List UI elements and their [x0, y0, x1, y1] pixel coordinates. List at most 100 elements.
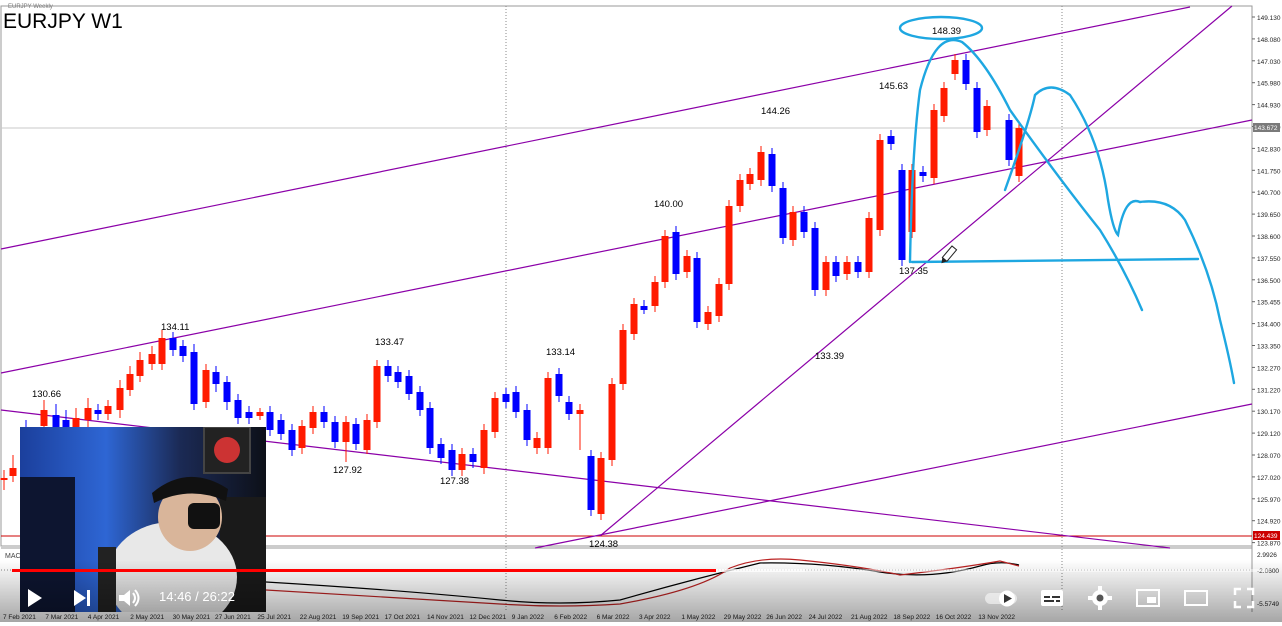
- candle-body: [298, 426, 306, 448]
- candle-body: [983, 106, 991, 130]
- miniplayer-icon: [1136, 589, 1160, 607]
- progress-bar[interactable]: [12, 569, 1270, 572]
- swing-label: 127.92: [333, 465, 362, 476]
- freehand-stroke: [910, 257, 1200, 264]
- presenter-video-frame: [20, 427, 266, 612]
- swing-label: 133.14: [546, 347, 575, 358]
- candle-body: [533, 438, 541, 448]
- candle-body: [736, 180, 744, 206]
- time-display: 14:46 / 26:22: [159, 589, 235, 604]
- pencil-cursor-icon: [941, 245, 958, 264]
- volume-button[interactable]: [111, 582, 147, 614]
- candle-body: [277, 420, 285, 434]
- volume-icon: [119, 589, 140, 607]
- candle-body: [640, 306, 648, 310]
- date-scale-label: 16 Oct 2022: [936, 614, 972, 621]
- duration: 26:22: [202, 589, 235, 604]
- current-price-value: 143.672: [1254, 125, 1278, 132]
- play-button[interactable]: [16, 582, 52, 614]
- swing-label: 130.66: [32, 389, 61, 400]
- candle-body: [502, 394, 510, 402]
- candle-body: [661, 236, 669, 282]
- price-scale-label: 135.455: [1257, 300, 1281, 307]
- candle-body: [887, 136, 895, 144]
- swing-label: 144.26: [761, 106, 790, 117]
- candle-body: [693, 258, 701, 322]
- freehand-stroke: [908, 38, 1144, 312]
- swing-label: 148.39: [932, 26, 961, 37]
- candle-body: [384, 366, 392, 376]
- swing-label: 137.35: [899, 266, 928, 277]
- candle-body: [651, 282, 659, 306]
- date-scale-label: 14 Nov 2021: [427, 614, 464, 621]
- date-scale-label: 7 Mar 2021: [45, 614, 78, 621]
- candle-body: [266, 412, 274, 430]
- price-scale-label: 125.970: [1257, 497, 1281, 504]
- macd-scale-label: -5.5749: [1257, 601, 1279, 608]
- subtitles-icon: [1041, 590, 1063, 606]
- price-scale-label: 139.650: [1257, 212, 1281, 219]
- candle-body: [331, 422, 339, 442]
- play-icon: [28, 589, 42, 607]
- date-scale-label: 6 Mar 2022: [597, 614, 630, 621]
- next-button[interactable]: [64, 582, 100, 614]
- candle-body: [683, 256, 691, 272]
- candle-body: [822, 262, 830, 290]
- price-scale-label: 123.870: [1257, 541, 1281, 548]
- price-scale-label: 148.080: [1257, 37, 1281, 44]
- swing-label: 133.47: [375, 337, 404, 348]
- candle-body: [962, 60, 970, 84]
- price-scale-label: 134.400: [1257, 322, 1281, 329]
- candle-body: [426, 408, 434, 448]
- candle-body: [930, 110, 938, 178]
- support-price-badge: 124.439: [1253, 531, 1280, 540]
- candle-body: [158, 338, 166, 364]
- date-scale-label: 2 May 2021: [130, 614, 164, 621]
- candle-body: [469, 454, 477, 462]
- progress-played: [12, 569, 717, 572]
- candle-body: [1005, 120, 1013, 160]
- candle-body: [597, 458, 605, 514]
- date-scale-label: 1 May 2022: [681, 614, 715, 621]
- current-time: 14:46: [159, 589, 192, 604]
- settings-button[interactable]: [1082, 582, 1118, 614]
- settings-icon: [1088, 586, 1112, 610]
- price-scale-label: 131.220: [1257, 387, 1281, 394]
- candle-body: [832, 262, 840, 276]
- theater-button[interactable]: [1178, 582, 1214, 614]
- candle-body: [309, 412, 317, 428]
- candle-body: [437, 444, 445, 458]
- autoplay-toggle-icon: [985, 590, 1017, 607]
- fullscreen-button[interactable]: [1226, 582, 1262, 614]
- price-scale-label: 149.130: [1257, 15, 1281, 22]
- swing-point-labels: 130.66 134.11 127.92 133.47 127.38 133.14 124.…: [32, 26, 961, 550]
- theater-icon: [1184, 590, 1208, 606]
- candle-body: [876, 140, 884, 230]
- candle-body: [320, 412, 328, 422]
- price-scale-label: 130.170: [1257, 409, 1281, 416]
- candle-body: [865, 218, 873, 272]
- price-scale-label: 129.120: [1257, 431, 1281, 438]
- price-scale-label: 147.030: [1257, 59, 1281, 66]
- candle-body: [245, 412, 253, 418]
- trend-lines: [0, 5, 1253, 549]
- date-scale-label: 29 May 2022: [724, 614, 762, 621]
- date-scale-label: 25 Jul 2021: [257, 614, 291, 621]
- miniplayer-button[interactable]: [1130, 582, 1166, 614]
- candle-body: [919, 172, 927, 176]
- price-scale-label: 133.350: [1257, 344, 1281, 351]
- next-icon: [74, 590, 90, 606]
- candle-body: [212, 372, 220, 384]
- price-scale: 149.130148.080147.030145.980144.930143.8…: [1252, 15, 1281, 608]
- support-price-value: 124.439: [1254, 533, 1278, 540]
- candle-body: [576, 410, 584, 414]
- candle-body: [843, 262, 851, 274]
- macd-indicator: MACD: [1, 553, 1252, 607]
- autoplay-toggle[interactable]: [982, 582, 1022, 614]
- trend-line: [599, 5, 1233, 537]
- candle-body: [373, 366, 381, 422]
- candle-body: [394, 372, 402, 382]
- video-player-controls: 14:46 / 26:22: [0, 560, 1282, 622]
- subtitles-button[interactable]: [1034, 582, 1070, 614]
